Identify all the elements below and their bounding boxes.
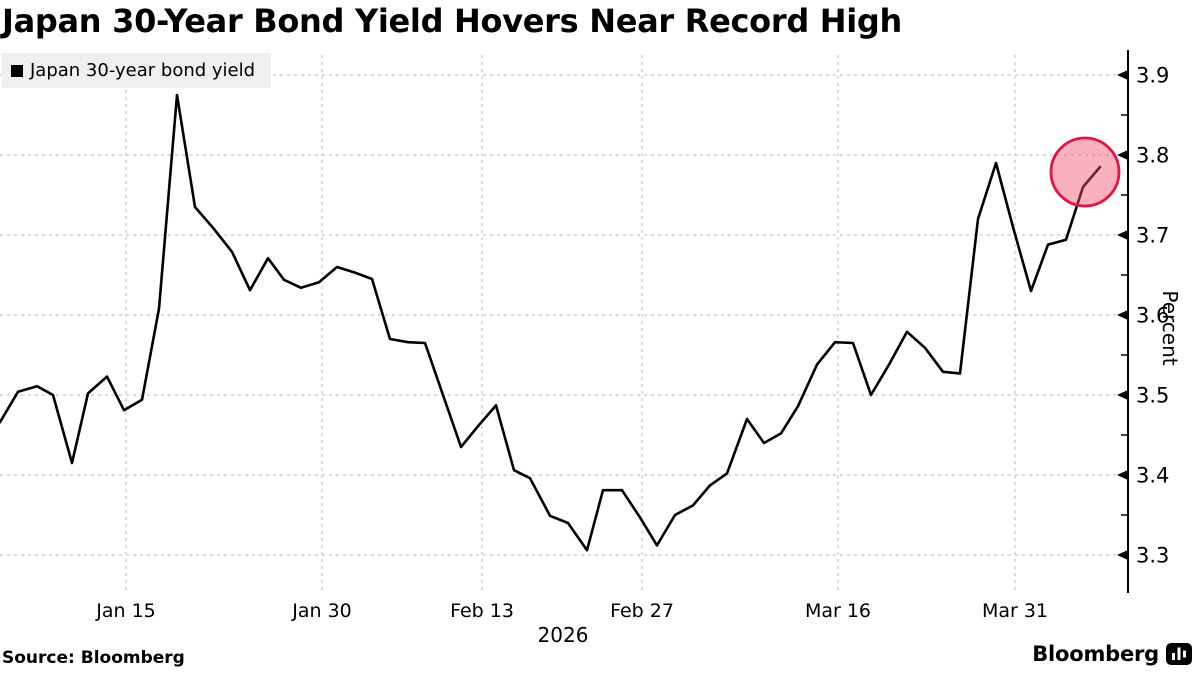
y-axis: 3.3 3.4 3.5 3.6 3.7 3.8 3.9	[1117, 50, 1169, 593]
chart-title: Japan 30-Year Bond Yield Hovers Near Rec…	[2, 2, 903, 40]
x-tick-label: Jan 30	[291, 600, 352, 622]
bloomberg-chart-icon	[1166, 643, 1192, 665]
legend: Japan 30-year bond yield	[2, 53, 272, 88]
y-tick-label: 3.3	[1136, 544, 1169, 568]
highlight-circle	[1049, 136, 1121, 208]
legend-swatch-icon	[11, 64, 23, 77]
x-tick-label: Feb 13	[450, 600, 514, 622]
y-tick-label: 3.9	[1136, 64, 1169, 88]
source-credit: Source: Bloomberg	[2, 648, 185, 668]
gridlines	[0, 55, 1126, 592]
bloomberg-logo: Bloomberg	[1032, 642, 1192, 666]
y-tick-label: 3.4	[1136, 464, 1169, 488]
x-tick-label: Mar 16	[805, 600, 871, 622]
y-tick-label: 3.8	[1136, 144, 1169, 168]
x-tick-label: Jan 15	[95, 600, 156, 622]
y-tick-label: 3.5	[1136, 384, 1169, 408]
y-axis-title: Percent	[1158, 290, 1182, 366]
x-axis-year-label: 2026	[538, 623, 589, 647]
x-tick-label: Feb 27	[610, 600, 674, 622]
x-tick-label: Mar 31	[982, 600, 1048, 622]
y-tick-label: 3.7	[1136, 224, 1169, 248]
legend-label: Japan 30-year bond yield	[30, 60, 256, 81]
yield-line	[0, 93, 1102, 552]
x-axis-labels: Jan 15 Jan 30 Feb 13 Feb 27 Mar 16 Mar 31 2026	[95, 600, 1048, 647]
bloomberg-wordmark: Bloomberg	[1032, 642, 1159, 666]
y-tick-label: 3.6	[1136, 304, 1169, 328]
